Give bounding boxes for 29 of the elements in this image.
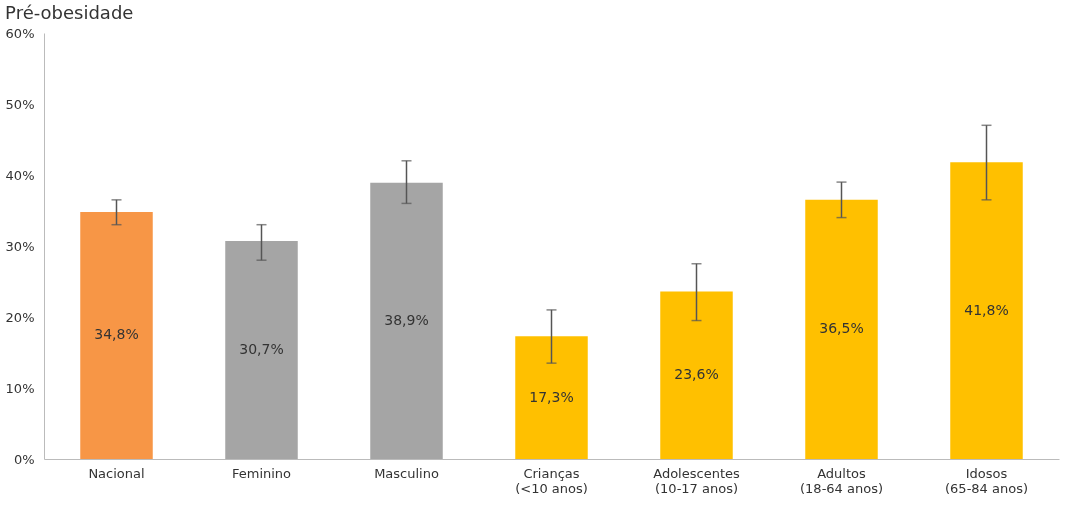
x-tick-label: Idosos (65-84 anos) (945, 465, 1028, 496)
y-tick-label: 0% (13, 451, 35, 467)
bar (805, 199, 878, 459)
x-tick-label: Adolescentes (10-17 anos) (653, 465, 740, 496)
data-label: 38,9% (384, 311, 429, 328)
y-tick-label: 60% (5, 25, 35, 41)
y-tick-label: 40% (5, 167, 35, 183)
x-tick-label: Nacional (88, 465, 145, 481)
bar (370, 182, 443, 459)
bar (225, 241, 298, 459)
bar (80, 211, 153, 459)
data-label: 17,3% (529, 388, 574, 405)
y-tick-label: 50% (5, 96, 35, 112)
x-tick-label: Feminino (231, 465, 292, 481)
y-tick-label: 30% (5, 238, 35, 254)
bar (515, 336, 588, 459)
bar (950, 162, 1023, 459)
chart-title: Pré-obesidade (5, 2, 134, 23)
data-label: 30,7% (239, 341, 284, 358)
bar (660, 291, 733, 459)
y-tick-label: 10% (5, 380, 35, 396)
x-tick-label: Masculino (374, 465, 439, 481)
x-tick-label: Adultos (18-64 anos) (800, 465, 883, 496)
data-label: 36,5% (819, 320, 864, 337)
data-label: 23,6% (674, 366, 719, 383)
x-tick-label: Crianças (<10 anos) (515, 465, 588, 496)
data-label: 41,8% (964, 301, 1009, 318)
data-label: 34,8% (94, 326, 139, 343)
y-tick-label: 20% (5, 309, 35, 325)
